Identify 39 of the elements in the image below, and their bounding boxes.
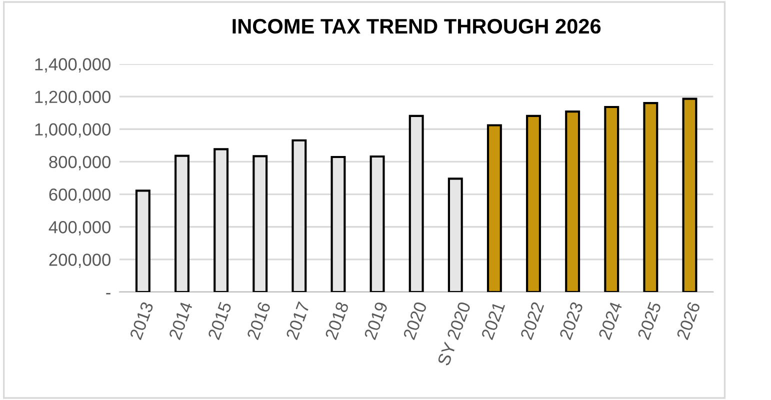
bar — [486, 124, 502, 292]
y-tick-label: 400,000 — [48, 221, 110, 236]
x-tick-label: 2016 — [246, 301, 271, 340]
y-tick-label: 1,000,000 — [35, 123, 110, 138]
y-tick-label: 800,000 — [49, 156, 110, 170]
x-tick-label: 2014 — [168, 300, 193, 340]
y-tick-label: 200,000 — [49, 254, 110, 268]
bar — [682, 98, 698, 292]
x-tick-label: 2013 — [129, 301, 154, 340]
x-tick-label: 2017 — [286, 301, 310, 340]
y-tick-label: 1,400,000 — [35, 58, 110, 73]
bar — [174, 154, 190, 292]
bar — [408, 114, 424, 292]
bar — [526, 114, 541, 292]
y-tick-label: 1,200,000 — [35, 90, 110, 106]
bar — [448, 178, 463, 292]
x-tick-label: 2019 — [364, 301, 388, 340]
y-tick-label: 600,000 — [49, 188, 110, 203]
x-tick-label: 2024 — [598, 300, 622, 340]
x-tick-label: 2022 — [520, 301, 544, 340]
bar — [135, 190, 150, 292]
bar — [604, 106, 620, 292]
x-tick-label: 2018 — [324, 301, 349, 340]
x-tick-label: 2021 — [480, 301, 506, 340]
y-tick-label: - — [106, 293, 110, 294]
x-tick-label: 2015 — [208, 301, 232, 340]
bar — [292, 139, 307, 292]
chart-title: INCOME TAX TREND THROUGH 2026 — [232, 18, 601, 34]
bar — [330, 156, 346, 292]
bar — [370, 155, 385, 292]
bar — [565, 110, 580, 292]
x-tick-label: 2026 — [676, 301, 700, 340]
x-tick-label: SY 2020 — [437, 301, 471, 366]
bar — [643, 102, 658, 292]
bar — [252, 155, 268, 292]
x-tick-label: 2023 — [559, 301, 584, 340]
bar — [214, 148, 229, 292]
x-tick-label: 2020 — [402, 301, 428, 340]
x-tick-label: 2025 — [637, 301, 662, 340]
